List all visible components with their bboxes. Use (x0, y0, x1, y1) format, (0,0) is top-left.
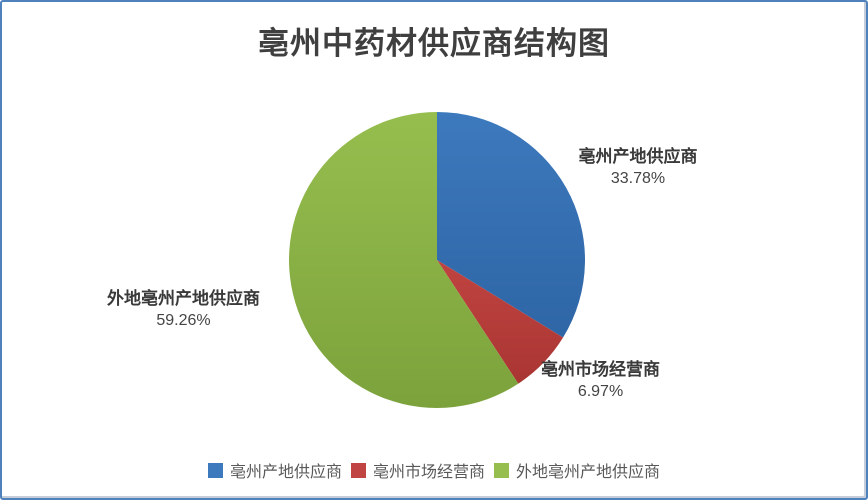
slice-label-percent: 59.26% (156, 312, 211, 329)
legend-swatch-icon (207, 462, 223, 478)
slice-label-name: 亳州市场经营商 (541, 360, 660, 380)
legend-swatch-icon (494, 462, 509, 478)
legend-label: 外地亳州产地供应商 (516, 462, 661, 481)
pie-slice-1[interactable] (437, 260, 564, 384)
legend: 亳州产地供应商 亳州市场经营商 外地亳州产地供应商 (2, 458, 866, 482)
slice-label-nonlocal-origin: 外地亳州产地供应商 59.26% (86, 289, 281, 332)
legend-item-0[interactable]: 亳州产地供应商 (207, 458, 342, 482)
slice-label-bozhou-origin: 亳州产地供应商 33.78% (558, 147, 718, 190)
legend-swatch-icon (350, 462, 366, 478)
legend-item-2[interactable]: 外地亳州产地供应商 (494, 458, 660, 482)
slice-label-percent: 6.97% (577, 383, 624, 400)
legend-item-1[interactable]: 亳州市场经营商 (350, 458, 485, 482)
slice-label-percent: 33.78% (610, 170, 666, 187)
slice-label-name: 外地亳州产地供应商 (107, 289, 260, 309)
pie-slice-0[interactable] (437, 112, 585, 338)
slice-label-market-operator: 亳州市场经营商 6.97% (518, 360, 683, 403)
chart-title: 亳州中药材供应商结构图 (258, 26, 610, 62)
slice-label-name: 亳州产地供应商 (578, 147, 698, 167)
pie-slice-2[interactable] (289, 112, 519, 408)
legend-label: 亳州产地供应商 (229, 462, 342, 481)
legend-label: 亳州市场经营商 (372, 462, 485, 481)
